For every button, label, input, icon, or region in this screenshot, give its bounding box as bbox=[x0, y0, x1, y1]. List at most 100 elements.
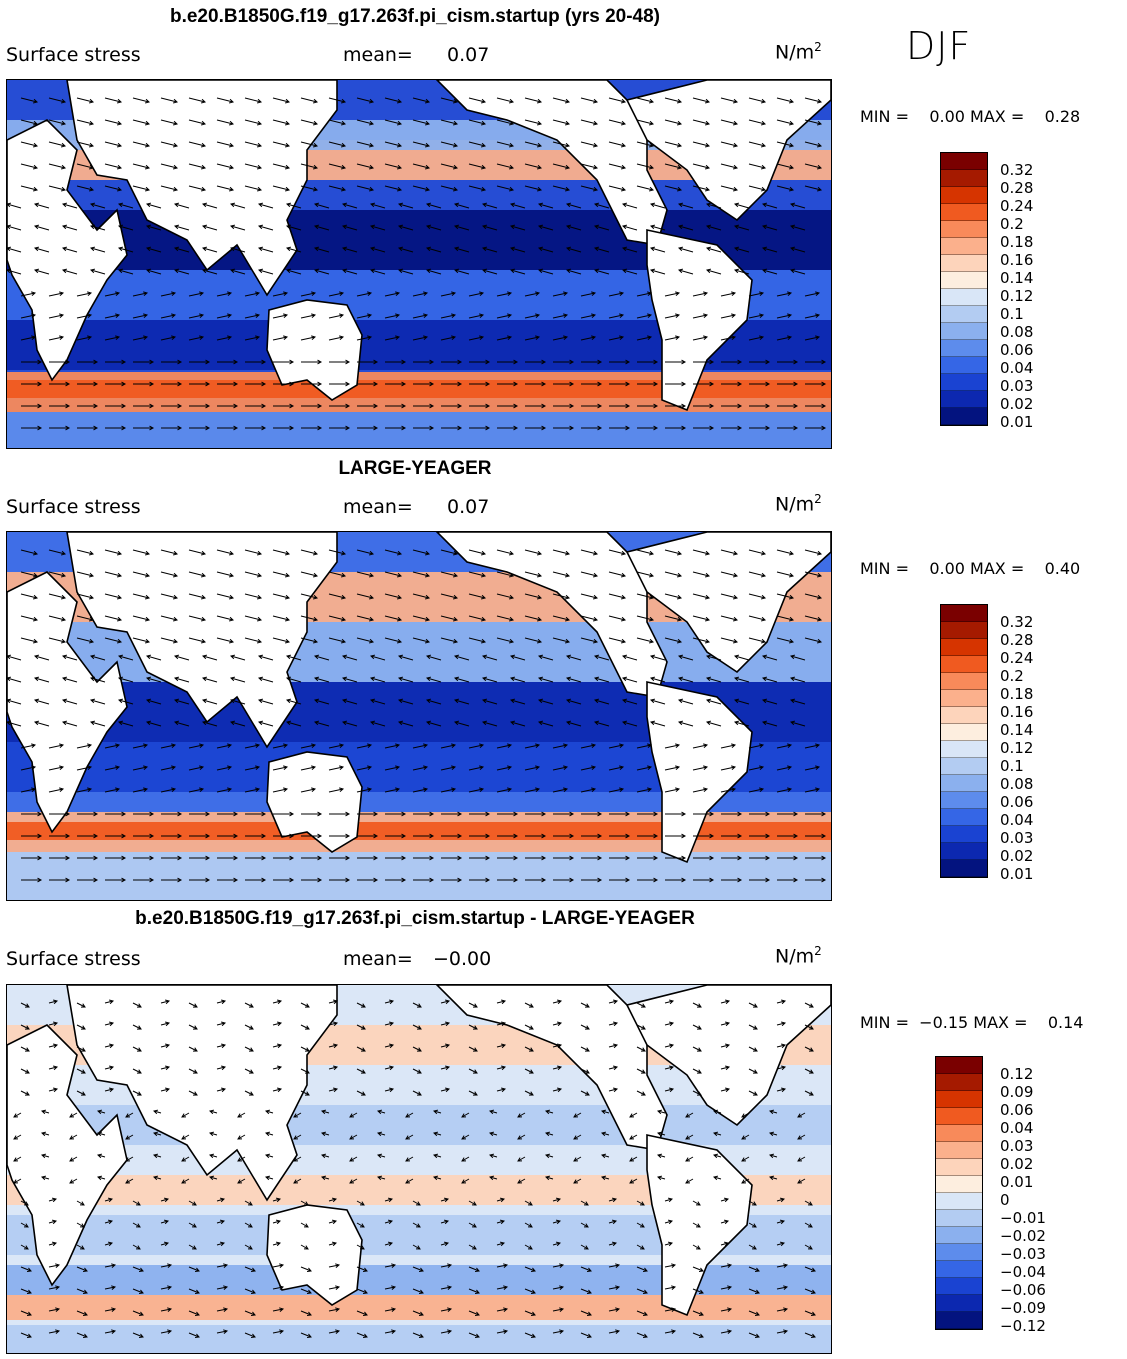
stress-arrow bbox=[629, 1112, 638, 1118]
colorbar-tick-label: 0.16 bbox=[1000, 703, 1034, 721]
stress-arrow bbox=[664, 313, 681, 319]
stress-arrow bbox=[664, 593, 683, 600]
stress-arrow bbox=[300, 335, 317, 341]
stress-arrow bbox=[720, 185, 739, 192]
stress-arrow bbox=[637, 877, 659, 883]
stress-arrow bbox=[677, 654, 694, 661]
stress-arrow bbox=[440, 1263, 453, 1268]
season-label: DJF bbox=[906, 24, 972, 68]
stress-arrow bbox=[440, 637, 459, 644]
colorbar-swatch bbox=[941, 204, 987, 221]
stress-arrow bbox=[328, 1307, 341, 1312]
stress-arrow bbox=[356, 571, 375, 578]
stress-arrow bbox=[593, 268, 610, 275]
stress-arrow bbox=[217, 425, 239, 431]
stress-arrow bbox=[48, 97, 67, 104]
stress-arrow bbox=[461, 1112, 470, 1118]
stress-arrow bbox=[593, 202, 610, 209]
stress-arrow bbox=[328, 291, 345, 297]
stress-arrow bbox=[76, 571, 95, 578]
stress-arrow bbox=[749, 833, 771, 839]
stress-arrow bbox=[300, 765, 317, 771]
stress-arrow bbox=[664, 163, 683, 170]
stress-arrow bbox=[580, 1244, 589, 1250]
stress-arrow bbox=[89, 246, 106, 253]
stress-arrow bbox=[749, 381, 771, 387]
stress-arrow bbox=[33, 654, 50, 661]
panel-3-mean-value: −0.00 bbox=[433, 948, 492, 970]
stress-arrow bbox=[48, 1307, 61, 1312]
stress-arrow bbox=[328, 163, 347, 170]
stress-arrow bbox=[580, 291, 597, 297]
colorbar-swatch bbox=[936, 1261, 982, 1278]
colorbar-tick-label: 0.01 bbox=[1000, 1173, 1034, 1191]
stress-arrow bbox=[804, 335, 821, 341]
stress-arrow bbox=[804, 1046, 814, 1052]
panel-1-title: b.e20.B1850G.f19_g17.263f.pi_cism.startu… bbox=[169, 6, 661, 27]
stress-arrow bbox=[301, 425, 323, 431]
colorbar-tick-label: 0.2 bbox=[1000, 667, 1024, 685]
stress-arrow bbox=[77, 855, 99, 861]
stress-arrow bbox=[188, 1068, 198, 1074]
stress-arrow bbox=[357, 403, 379, 409]
stress-arrow bbox=[244, 1332, 256, 1338]
stress-arrow bbox=[748, 313, 765, 319]
stress-arrow bbox=[412, 1002, 422, 1008]
stress-arrow bbox=[621, 224, 638, 231]
stress-arrow bbox=[573, 1156, 582, 1162]
stress-arrow bbox=[349, 1178, 358, 1184]
stress-arrow bbox=[692, 1332, 704, 1338]
field-band bbox=[7, 412, 831, 448]
stress-arrow bbox=[496, 571, 515, 578]
stress-arrow bbox=[20, 335, 37, 341]
stress-arrow bbox=[328, 185, 347, 192]
stress-arrow bbox=[301, 811, 323, 817]
stress-arrow bbox=[712, 1153, 722, 1159]
stress-arrow bbox=[300, 1222, 309, 1228]
panel-1-variable-label: Surface stress bbox=[6, 44, 141, 66]
land-outline bbox=[7, 119, 128, 382]
stress-arrow bbox=[721, 403, 743, 409]
stress-arrow bbox=[552, 1241, 562, 1247]
stress-arrow bbox=[496, 549, 515, 556]
stress-arrow bbox=[237, 1112, 246, 1118]
stress-arrow bbox=[580, 185, 599, 192]
stress-arrow bbox=[581, 855, 603, 861]
stress-arrow bbox=[552, 593, 571, 600]
stress-arrow bbox=[636, 571, 655, 578]
stress-arrow bbox=[733, 720, 750, 727]
stress-arrow bbox=[608, 765, 625, 771]
stress-arrow bbox=[188, 549, 207, 556]
stress-arrow bbox=[272, 1241, 282, 1247]
stress-arrow bbox=[552, 163, 571, 170]
stress-arrow bbox=[721, 381, 743, 387]
stress-arrow bbox=[133, 359, 155, 365]
stress-arrow bbox=[320, 1131, 330, 1137]
stress-arrow bbox=[188, 571, 207, 578]
stress-arrow bbox=[76, 119, 95, 126]
stress-arrow bbox=[412, 1222, 421, 1228]
stress-arrow bbox=[61, 246, 78, 253]
stress-arrow bbox=[552, 141, 571, 148]
stress-arrow bbox=[20, 1310, 32, 1316]
stress-arrow bbox=[748, 1068, 758, 1074]
stress-arrow bbox=[636, 549, 655, 556]
stress-arrow bbox=[440, 571, 459, 578]
stress-arrow bbox=[188, 787, 205, 793]
stress-arrow bbox=[649, 224, 666, 231]
stress-arrow bbox=[173, 676, 190, 683]
stress-arrow bbox=[468, 163, 487, 170]
stress-arrow bbox=[469, 381, 491, 387]
stress-arrow bbox=[741, 1134, 750, 1140]
stress-arrow bbox=[349, 1112, 358, 1118]
stress-arrow bbox=[776, 787, 793, 793]
stress-arrow bbox=[188, 765, 205, 771]
stress-arrow bbox=[188, 97, 207, 104]
stress-arrow bbox=[441, 359, 463, 365]
stress-arrow bbox=[497, 381, 519, 387]
stress-arrow bbox=[804, 163, 823, 170]
stress-arrow bbox=[636, 637, 655, 644]
colorbar-swatch bbox=[936, 1176, 982, 1193]
stress-arrow bbox=[21, 359, 43, 365]
stress-arrow bbox=[776, 1087, 787, 1093]
